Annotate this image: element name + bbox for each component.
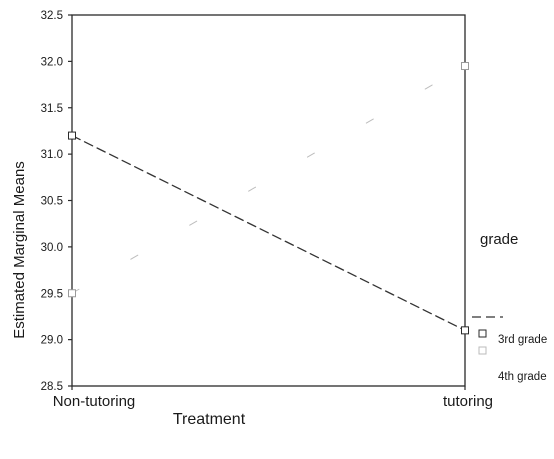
y-tick-label-7: 32.0 <box>41 56 63 68</box>
legend-swatch-marker-1 <box>478 346 487 355</box>
legend-title: grade <box>480 231 518 248</box>
series-layer <box>68 62 469 335</box>
x-axis: Non-tutoring tutoring <box>53 386 493 410</box>
series-1-point-0 <box>68 289 76 298</box>
y-tick-label-0: 28.5 <box>41 381 63 393</box>
y-axis-label: Estimated Marginal Means <box>11 161 28 339</box>
x-axis-label: Treatment <box>173 411 246 428</box>
y-axis: 28.5 29.0 29.5 30.0 30.5 31.0 31.5 32.0 32.5 <box>41 10 72 393</box>
x-tick-label-1: tutoring <box>443 393 493 410</box>
y-tick-label-3: 30.0 <box>41 242 63 254</box>
y-tick-label-5: 31.0 <box>41 149 63 161</box>
legend-label-0: 3rd grade <box>498 334 547 346</box>
series-0-point-1 <box>461 326 469 335</box>
series-1-point-1 <box>461 62 469 71</box>
y-tick-label-6: 31.5 <box>41 103 63 115</box>
series-line-0 <box>71 134 466 331</box>
y-tick-label-4: 30.5 <box>41 196 63 208</box>
y-tick-label-1: 29.0 <box>41 335 63 347</box>
legend-swatch-marker-0 <box>478 329 487 338</box>
y-tick-label-2: 29.5 <box>41 288 63 300</box>
legend: 3rd grade 4th grade <box>472 316 547 383</box>
series-line-1 <box>71 65 466 294</box>
x-tick-label-0: Non-tutoring <box>53 393 136 410</box>
y-tick-label-8: 32.5 <box>41 10 63 22</box>
legend-label-1: 4th grade <box>498 371 547 383</box>
series-0-point-0 <box>68 131 76 140</box>
